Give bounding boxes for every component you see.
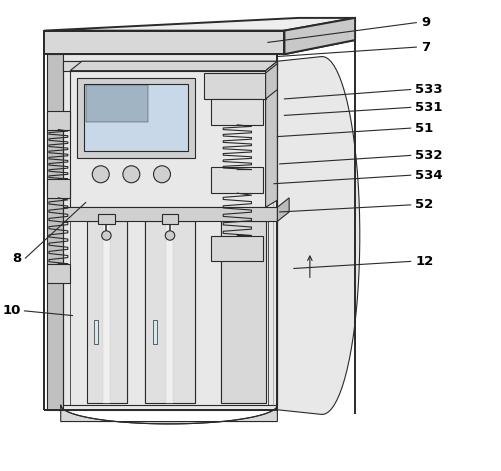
- Polygon shape: [285, 18, 355, 54]
- Polygon shape: [94, 320, 98, 344]
- Circle shape: [123, 166, 140, 183]
- Polygon shape: [211, 167, 263, 193]
- Polygon shape: [63, 61, 278, 71]
- Polygon shape: [87, 221, 127, 403]
- Polygon shape: [44, 18, 355, 31]
- Polygon shape: [211, 236, 263, 261]
- Polygon shape: [98, 214, 115, 224]
- Polygon shape: [161, 214, 178, 224]
- Polygon shape: [77, 78, 195, 158]
- Polygon shape: [166, 221, 173, 403]
- Polygon shape: [47, 54, 63, 410]
- Circle shape: [102, 231, 111, 240]
- Circle shape: [92, 166, 109, 183]
- Polygon shape: [278, 198, 289, 221]
- Text: 8: 8: [13, 252, 22, 265]
- Text: 531: 531: [415, 101, 443, 114]
- Polygon shape: [47, 179, 70, 198]
- Polygon shape: [266, 64, 278, 99]
- Text: 7: 7: [421, 41, 430, 54]
- Polygon shape: [61, 40, 299, 54]
- Polygon shape: [63, 207, 278, 221]
- Polygon shape: [84, 84, 188, 151]
- Polygon shape: [47, 111, 70, 130]
- Circle shape: [153, 166, 170, 183]
- Polygon shape: [47, 264, 70, 283]
- Polygon shape: [266, 61, 278, 207]
- Text: 12: 12: [415, 255, 434, 268]
- Polygon shape: [70, 61, 278, 71]
- Text: 532: 532: [415, 149, 443, 162]
- Text: 9: 9: [421, 16, 430, 29]
- Polygon shape: [61, 54, 278, 410]
- Polygon shape: [61, 405, 278, 424]
- Text: 51: 51: [415, 122, 434, 135]
- Text: 10: 10: [3, 304, 21, 317]
- Polygon shape: [70, 71, 266, 207]
- Text: 533: 533: [415, 83, 443, 96]
- Polygon shape: [86, 85, 148, 122]
- Polygon shape: [211, 99, 263, 125]
- Polygon shape: [204, 73, 266, 99]
- Text: 52: 52: [415, 198, 434, 211]
- Polygon shape: [221, 221, 266, 403]
- Polygon shape: [145, 221, 195, 403]
- Polygon shape: [103, 221, 110, 403]
- Polygon shape: [44, 31, 285, 54]
- Text: 534: 534: [415, 169, 443, 182]
- Polygon shape: [153, 320, 157, 344]
- Circle shape: [165, 231, 175, 240]
- Polygon shape: [278, 57, 360, 414]
